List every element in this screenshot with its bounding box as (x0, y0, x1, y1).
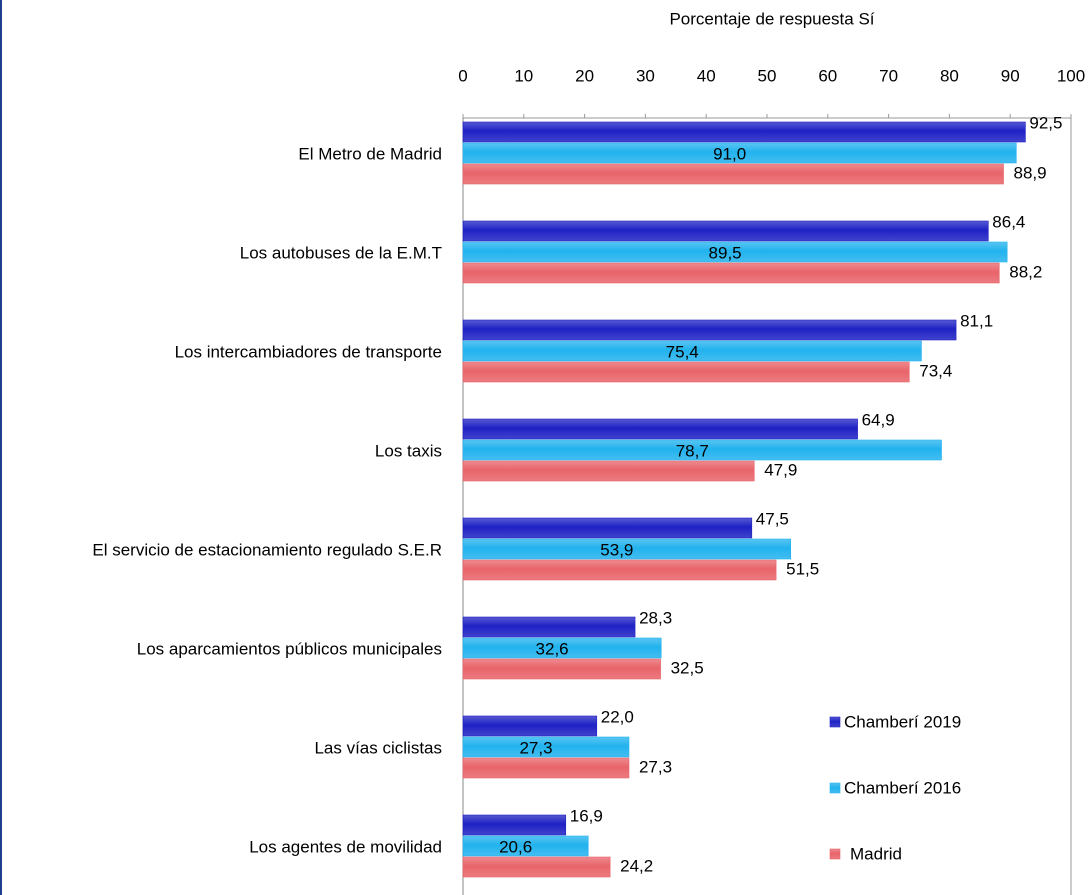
legend-label: Chamberí 2016 (844, 778, 961, 797)
bar (462, 559, 777, 581)
bar (462, 460, 755, 482)
bar (462, 361, 910, 383)
category-label: El Metro de Madrid (298, 144, 442, 163)
data-label: 27,3 (519, 738, 552, 757)
data-label: 75,4 (666, 342, 699, 361)
x-tick-label: 100 (1057, 66, 1085, 85)
bar (462, 517, 753, 539)
data-label: 53,9 (600, 540, 633, 559)
data-label: 89,5 (709, 243, 742, 262)
bar (462, 835, 589, 857)
bar (462, 163, 1004, 185)
data-label: 32,6 (536, 639, 569, 658)
data-label: 92,5 (1029, 113, 1062, 132)
x-tick-label: 50 (758, 66, 777, 85)
bar (462, 262, 1000, 284)
bar (462, 439, 942, 461)
data-label: 22,0 (601, 707, 634, 726)
category-label: Los agentes de movilidad (249, 837, 442, 856)
bar (462, 340, 922, 362)
legend-label: Chamberí 2019 (844, 712, 961, 731)
category-label: Los intercambiadores de transporte (175, 342, 442, 361)
data-label: 81,1 (960, 311, 993, 330)
category-label: Los autobuses de la E.M.T (240, 243, 442, 262)
bar (462, 814, 567, 836)
x-tick-label: 0 (458, 66, 467, 85)
bar (462, 658, 661, 680)
x-tick-label: 30 (636, 66, 655, 85)
data-label: 27,3 (639, 757, 672, 776)
bar (462, 637, 662, 659)
data-label: 47,9 (764, 460, 797, 479)
category-label: El servicio de estacionamiento regulado … (92, 540, 442, 559)
bar (462, 757, 630, 779)
data-label: 28,3 (639, 608, 672, 627)
bar (462, 220, 989, 242)
bar (462, 616, 636, 638)
data-label: 64,9 (862, 410, 895, 429)
bar (462, 319, 957, 341)
data-label: 88,2 (1009, 262, 1042, 281)
category-label: Las vías ciclistas (314, 738, 442, 757)
data-label: 47,5 (756, 509, 789, 528)
bar (462, 121, 1026, 143)
legend-swatch (829, 716, 841, 728)
legend-swatch (829, 782, 841, 794)
bar (462, 418, 858, 440)
bar (462, 142, 1017, 164)
x-tick-label: 40 (697, 66, 716, 85)
bar (462, 715, 598, 737)
bar (462, 736, 630, 758)
legend-label: Madrid (850, 844, 902, 863)
bar (462, 241, 1008, 263)
data-label: 24,2 (620, 856, 653, 875)
x-tick-label: 70 (879, 66, 898, 85)
data-label: 16,9 (570, 806, 603, 825)
category-label: Los taxis (375, 441, 442, 460)
x-tick-label: 20 (575, 66, 594, 85)
category-label: Los aparcamientos públicos municipales (137, 639, 442, 658)
data-label: 32,5 (671, 658, 704, 677)
x-tick-label: 60 (818, 66, 837, 85)
bar (462, 538, 792, 560)
bar (462, 856, 611, 878)
axis-title: Porcentaje de respuesta Sí (669, 9, 874, 28)
legend-swatch (829, 848, 841, 860)
data-label: 86,4 (992, 212, 1025, 231)
data-label: 78,7 (676, 441, 709, 460)
data-label: 20,6 (499, 837, 532, 856)
x-tick-label: 90 (1001, 66, 1020, 85)
data-label: 51,5 (786, 559, 819, 578)
data-label: 73,4 (919, 361, 952, 380)
data-label: 91,0 (713, 144, 746, 163)
x-tick-label: 80 (940, 66, 959, 85)
x-tick-label: 10 (514, 66, 533, 85)
data-label: 88,9 (1014, 163, 1047, 182)
